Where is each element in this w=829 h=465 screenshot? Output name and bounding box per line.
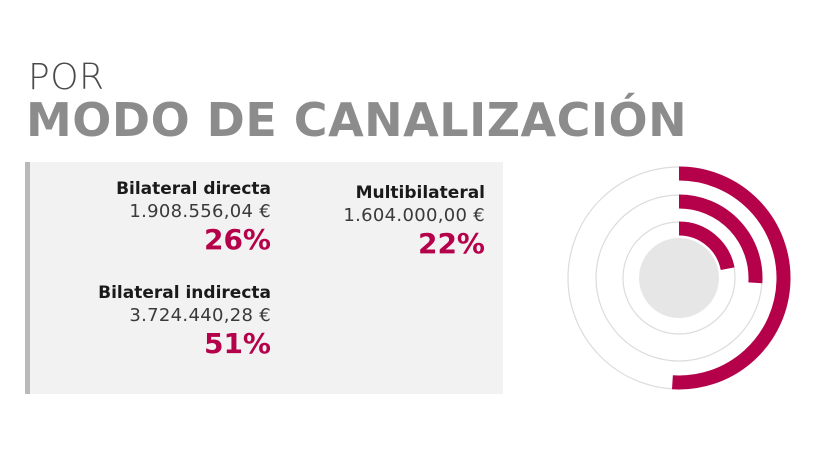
stat-bilateral-indirecta: Bilateral indirecta 3.724.440,28 € 51% bbox=[98, 282, 271, 360]
title-line-1: POR bbox=[28, 57, 105, 98]
stat-multibilateral: Multibilateral 1.604.000,00 € 22% bbox=[343, 182, 485, 260]
stat-amount: 1.604.000,00 € bbox=[343, 205, 485, 226]
stat-bilateral-directa: Bilateral directa 1.908.556,04 € 26% bbox=[116, 178, 271, 256]
stat-label: Multibilateral bbox=[355, 183, 485, 203]
page-title: MODO DE CANALIZACIÓN bbox=[26, 93, 688, 147]
stat-amount: 1.908.556,04 € bbox=[129, 201, 271, 222]
radial-bar-bilateral-indirecta bbox=[672, 166, 791, 390]
stats-panel: Bilateral directa 1.908.556,04 € 26% Mul… bbox=[25, 162, 503, 394]
stat-amount: 3.724.440,28 € bbox=[129, 305, 271, 326]
radial-bar-chart bbox=[567, 166, 791, 390]
radial-bar-bilateral-directa bbox=[678, 194, 763, 284]
stat-label: Bilateral directa bbox=[116, 179, 271, 199]
center-disc bbox=[639, 238, 719, 318]
stat-percent: 22% bbox=[417, 227, 485, 260]
stat-percent: 51% bbox=[203, 327, 271, 360]
radial-bar-multibilateral bbox=[678, 221, 735, 271]
stat-label: Bilateral indirecta bbox=[98, 283, 271, 303]
stat-percent: 26% bbox=[203, 223, 271, 256]
